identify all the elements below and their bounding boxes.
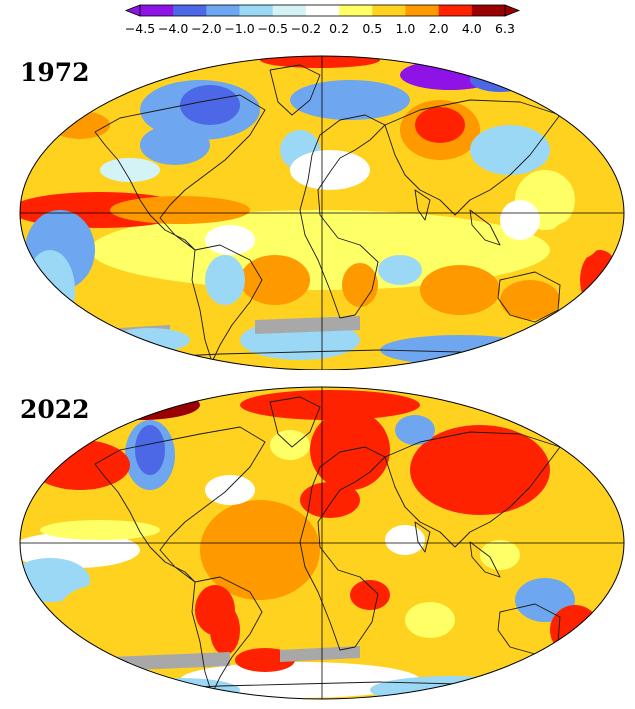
- anomaly-region: [380, 335, 540, 365]
- anomaly-region: [240, 255, 310, 305]
- anomaly-region: [415, 107, 465, 143]
- anomaly-region: [470, 68, 530, 92]
- anomaly-region: [205, 225, 255, 255]
- legend-tick-label: −2.0: [191, 21, 221, 36]
- anomaly-region: [180, 85, 240, 125]
- anomaly-map-2022: [19, 386, 625, 700]
- anomaly-region: [350, 580, 390, 610]
- legend-swatch: [372, 5, 406, 16]
- year-label-2022: 2022: [20, 395, 90, 424]
- anomaly-region: [300, 482, 360, 518]
- anomaly-region: [140, 679, 180, 691]
- legend-tick-label: 1.0: [396, 21, 416, 36]
- legend-tick-label: −1.0: [224, 21, 254, 36]
- anomaly-region: [50, 111, 110, 139]
- color-scale-legend: −4.5 −4.0 −2.0 −1.0 −0.5 −0.2 0.2 0.5 1.0 2.0 4.0 6…: [124, 4, 521, 36]
- anomaly-region: [500, 200, 540, 240]
- anomaly-region: [470, 125, 550, 175]
- anomaly-region: [342, 263, 378, 307]
- legend-swatch: [173, 5, 207, 16]
- legend-swatch: [471, 5, 506, 16]
- anomaly-region: [90, 210, 550, 290]
- legend-swatch: [206, 5, 240, 16]
- anomaly-region: [290, 150, 370, 190]
- legend-tick-label: −4.5: [125, 21, 155, 36]
- legend-tick-label: 6.3: [495, 21, 515, 36]
- anomaly-region: [580, 250, 620, 310]
- legend-swatch: [438, 5, 473, 16]
- legend-tick-label: 0.2: [329, 21, 349, 36]
- legend-swatch: [239, 5, 274, 16]
- anomaly-region: [395, 415, 435, 445]
- anomaly-region: [135, 425, 165, 475]
- anomaly-region: [60, 585, 140, 635]
- anomaly-region: [410, 425, 550, 515]
- legend-swatch: [405, 5, 439, 16]
- anomaly-region: [200, 500, 320, 600]
- anomaly-region: [255, 316, 360, 334]
- map-panel-1972: 1972: [0, 40, 635, 371]
- anomaly-region: [290, 80, 410, 120]
- legend-arrow-high: [504, 4, 521, 17]
- anomaly-region: [405, 602, 455, 638]
- anomaly-region: [420, 265, 500, 315]
- anomaly-region: [205, 475, 255, 505]
- anomaly-region: [385, 525, 425, 555]
- legend-tick-label: 2.0: [429, 21, 449, 36]
- anomaly-region: [205, 255, 245, 305]
- anomaly-map-1972: [19, 55, 625, 371]
- anomaly-region: [500, 280, 560, 320]
- anomaly-region: [378, 255, 422, 285]
- anomaly-region: [25, 250, 75, 330]
- legend-arrow-low: [124, 4, 141, 17]
- legend-tick-label: 0.5: [362, 21, 382, 36]
- legend-swatch: [339, 5, 373, 16]
- anomaly-region: [370, 676, 530, 699]
- anomaly-region: [100, 158, 160, 182]
- legend-tick-label: −0.5: [258, 21, 288, 36]
- anomaly-region: [550, 220, 600, 260]
- anomaly-region: [240, 390, 420, 420]
- year-label-1972: 1972: [20, 58, 90, 87]
- anomaly-region: [140, 125, 210, 165]
- anomaly-region: [110, 196, 250, 224]
- anomaly-region: [260, 56, 380, 68]
- anomaly-region: [40, 520, 160, 540]
- legend-swatch: [305, 5, 340, 16]
- map-panel-2022: 2022: [0, 380, 635, 705]
- legend-swatch: [140, 5, 174, 16]
- anomaly-region: [30, 440, 130, 490]
- anomaly-region: [110, 328, 190, 352]
- legend-tick-label: 4.0: [462, 21, 482, 36]
- anomaly-region: [480, 540, 520, 570]
- legend-tick-label: −0.2: [291, 21, 321, 36]
- legend-tick-label: −4.0: [158, 21, 188, 36]
- anomaly-region: [210, 605, 240, 655]
- map-outline: [19, 386, 625, 700]
- legend-swatch: [272, 5, 307, 16]
- anomaly-region: [180, 662, 420, 698]
